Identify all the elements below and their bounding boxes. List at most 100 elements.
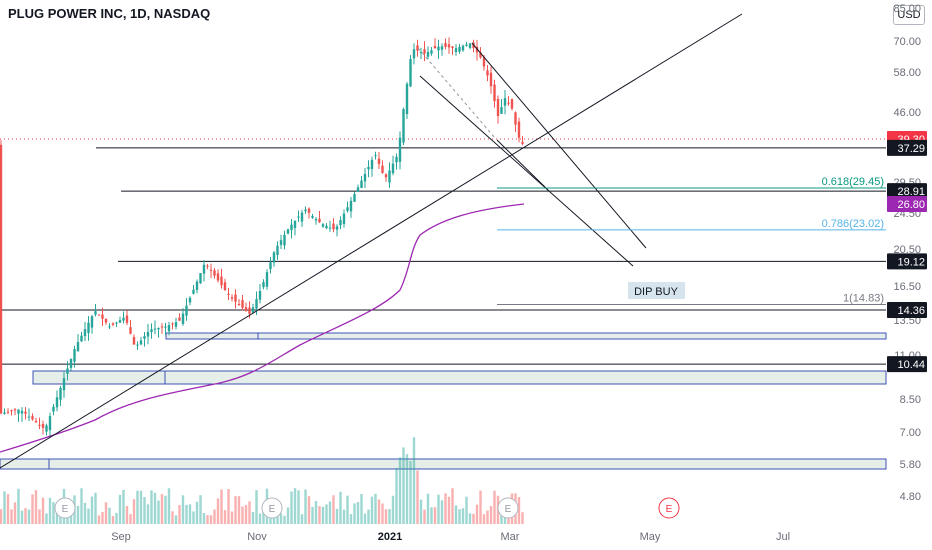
volume-bar <box>286 507 290 524</box>
candle-body <box>3 412 6 414</box>
fib-level-label: 0.618(29.45) <box>822 176 884 188</box>
candle-body <box>360 180 363 188</box>
price-label[interactable]: 37.29 <box>887 139 927 156</box>
volume-bar <box>13 502 17 524</box>
support-zone[interactable] <box>0 458 887 470</box>
candle-body <box>10 410 13 412</box>
candle-body <box>153 328 157 330</box>
volume-bar <box>402 447 405 524</box>
y-tick-label: 85.00 <box>893 3 921 15</box>
candle-body <box>461 45 465 51</box>
earnings-marker-label: E <box>505 504 512 515</box>
volume-bar <box>482 514 486 524</box>
candle-body <box>192 289 195 294</box>
volume-bar <box>405 454 409 524</box>
candle-body <box>227 293 230 295</box>
volume-bar <box>388 509 391 524</box>
volume-bar <box>276 509 279 524</box>
price-label-bg <box>887 196 927 213</box>
volume-bar <box>153 492 157 524</box>
volume-bar <box>118 494 122 524</box>
volume-bar <box>349 514 353 524</box>
candle-body <box>465 44 468 46</box>
volume-bar <box>423 509 426 524</box>
earnings-marker[interactable] <box>54 497 76 519</box>
volume-bar <box>125 505 129 524</box>
fib-level-label: 1(14.83) <box>843 292 884 304</box>
candle-body <box>430 50 433 54</box>
x-tick-label: Nov <box>247 531 267 543</box>
volume-bar <box>164 495 167 524</box>
earnings-marker[interactable] <box>658 497 680 519</box>
volume-bar <box>181 495 185 524</box>
trend-line[interactable] <box>0 13 743 469</box>
candle-body <box>24 411 27 414</box>
candle-body <box>234 294 237 302</box>
support-zone[interactable] <box>165 332 887 340</box>
volume-bar <box>216 498 220 524</box>
trend-line[interactable] <box>471 42 647 249</box>
volume-bar <box>80 488 83 524</box>
candle-body <box>199 273 202 284</box>
trend-line[interactable] <box>417 47 496 139</box>
volume-bar <box>20 510 24 524</box>
candle-body <box>409 59 412 87</box>
trend-line[interactable] <box>496 139 550 192</box>
candle-body <box>426 52 430 57</box>
candle-body <box>367 166 370 170</box>
volume-bar <box>451 488 454 524</box>
volume-bar <box>412 437 416 524</box>
volume-bar <box>426 493 430 524</box>
price-label[interactable]: 28.91 <box>887 183 927 200</box>
volume-bar <box>185 504 188 524</box>
volume-bar <box>335 508 339 524</box>
candle-body <box>48 416 52 431</box>
y-tick-label: 20.50 <box>893 244 921 256</box>
candle-body <box>108 326 111 328</box>
volume-bar <box>174 515 178 524</box>
price-label[interactable]: 14.36 <box>887 301 927 318</box>
volume-bar <box>150 490 153 524</box>
earnings-marker[interactable] <box>261 497 283 519</box>
volume-bar <box>363 513 367 524</box>
volume-bar <box>178 505 181 524</box>
price-label[interactable]: 19.12 <box>887 253 927 270</box>
candle-body <box>356 187 360 192</box>
volume-bar <box>370 496 374 524</box>
candle-body <box>20 410 24 414</box>
candle-body <box>349 200 353 212</box>
volume-bar <box>206 515 209 524</box>
candle-body <box>157 327 160 330</box>
volume-bar <box>31 494 34 524</box>
candle-body <box>468 43 472 48</box>
candle-body <box>213 270 216 276</box>
candle-body <box>496 98 500 117</box>
volume-bar <box>321 506 325 524</box>
volume-bar <box>384 509 388 524</box>
volume-bar <box>391 495 395 524</box>
candle-body <box>507 102 510 104</box>
volume-bar <box>129 514 132 524</box>
volume-bar <box>297 490 300 524</box>
candle-body <box>45 425 48 432</box>
volume-bar <box>171 511 174 524</box>
volume-bar <box>122 489 125 524</box>
candle-body <box>69 358 73 368</box>
candle-body <box>391 163 395 174</box>
volume-bar <box>430 507 433 524</box>
price-label[interactable]: 26.80 <box>887 196 927 213</box>
earnings-marker[interactable] <box>497 497 519 519</box>
price-label[interactable]: 10.44 <box>887 356 927 373</box>
support-zone[interactable] <box>32 370 887 385</box>
volume-bar <box>213 509 216 524</box>
candle-body <box>34 420 38 423</box>
candle-body <box>66 368 69 374</box>
trend-line[interactable] <box>419 75 634 267</box>
currency-button[interactable]: USD <box>893 5 925 25</box>
candle-body <box>59 387 62 400</box>
candle-body <box>363 173 367 182</box>
volume-bar <box>479 490 482 524</box>
candle-body <box>206 265 209 267</box>
y-tick-label: 4.80 <box>900 491 921 503</box>
